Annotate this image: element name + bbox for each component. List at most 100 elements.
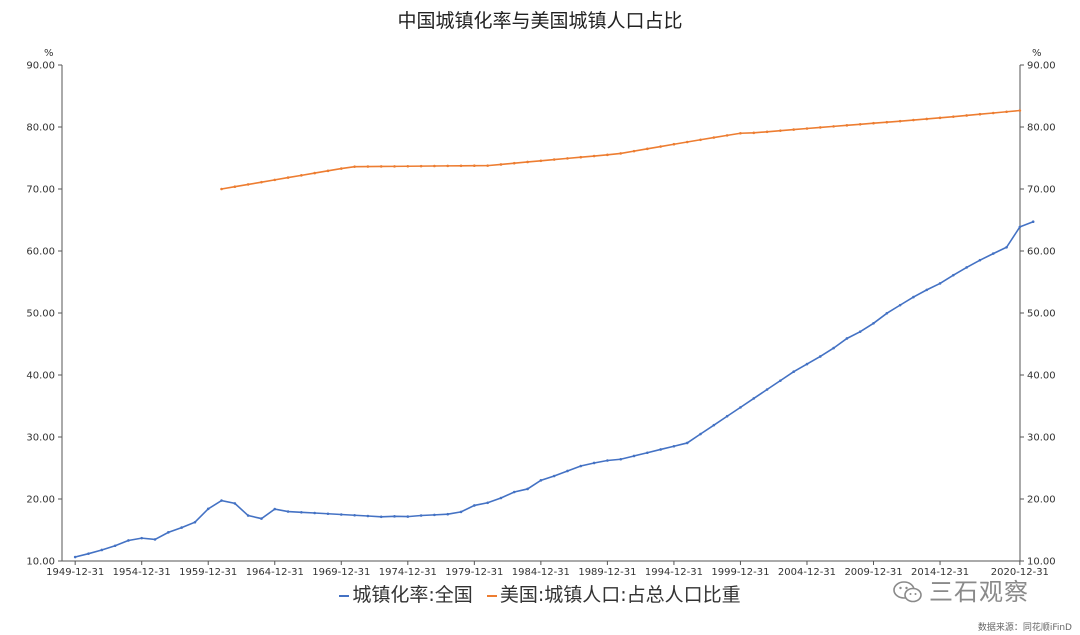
data-point-usa xyxy=(446,164,450,168)
data-point-usa xyxy=(712,136,716,139)
data-point-usa xyxy=(433,164,436,168)
data-point-china xyxy=(566,469,569,473)
data-point-china xyxy=(1018,225,1022,229)
x-tick-label: 1999-12-31 xyxy=(711,567,769,578)
data-point-usa xyxy=(512,161,516,165)
legend-item-china[interactable]: 城镇化率:全国 xyxy=(339,580,473,607)
data-point-usa xyxy=(233,185,237,189)
data-point-china xyxy=(952,273,955,277)
data-point-usa xyxy=(592,154,596,158)
legend: 城镇化率:全国 美国:城镇人口:占总人口比重 xyxy=(0,580,1080,607)
data-point-china xyxy=(406,515,410,518)
data-point-china xyxy=(473,504,476,507)
x-tick-label: 1989-12-31 xyxy=(578,567,636,578)
data-point-usa xyxy=(606,153,609,157)
watermark: 三石观察 xyxy=(893,572,1029,607)
data-point-china xyxy=(885,312,889,315)
data-point-china xyxy=(659,448,662,451)
y-tick-label-right: 90.00 xyxy=(1027,61,1056,72)
data-point-usa xyxy=(353,165,356,168)
data-point-china xyxy=(113,544,117,548)
data-point-usa xyxy=(326,169,330,173)
data-point-usa xyxy=(845,124,849,127)
x-tick-label: 2009-12-31 xyxy=(844,567,902,578)
data-point-china xyxy=(739,406,742,409)
data-point-china xyxy=(792,370,795,374)
data-point-usa xyxy=(379,165,383,168)
data-point-usa xyxy=(685,140,689,144)
data-point-china xyxy=(991,252,995,255)
x-tick-label: 2014-12-31 xyxy=(911,567,969,578)
y-tick-label-right: 80.00 xyxy=(1027,123,1056,134)
data-point-china xyxy=(579,464,583,468)
data-point-usa xyxy=(725,134,729,137)
data-point-china xyxy=(326,512,330,516)
data-point-china xyxy=(646,451,649,455)
legend-item-usa[interactable]: 美国:城镇人口:占总人口比重 xyxy=(486,580,741,607)
data-point-china xyxy=(353,513,356,517)
y-tick-label-left: 10.00 xyxy=(26,557,55,568)
data-source: 数据来源：同花顺iFinD xyxy=(977,623,1072,633)
watermark-text: 三石观察 xyxy=(929,578,1029,606)
data-point-usa xyxy=(539,159,543,163)
data-point-usa xyxy=(419,164,423,168)
data-point-usa xyxy=(286,176,290,179)
data-point-china xyxy=(286,510,290,513)
data-point-china xyxy=(925,288,929,292)
data-point-usa xyxy=(805,127,809,130)
y-tick-label-right: 50.00 xyxy=(1027,309,1056,320)
x-tick-label: 1994-12-31 xyxy=(645,567,703,578)
data-point-china xyxy=(965,266,968,269)
x-tick-label: 1954-12-31 xyxy=(113,567,171,578)
data-point-china xyxy=(872,321,875,325)
y-unit-left: % xyxy=(44,48,54,59)
data-point-usa xyxy=(779,129,782,132)
data-point-china xyxy=(433,513,436,517)
data-point-china xyxy=(779,379,782,382)
data-point-usa xyxy=(632,149,636,153)
data-point-china xyxy=(672,444,676,448)
y-tick-label-right: 30.00 xyxy=(1027,433,1056,444)
data-point-usa xyxy=(739,131,742,135)
y-tick-label-left: 50.00 xyxy=(26,309,55,320)
x-tick-label: 1974-12-31 xyxy=(379,567,437,578)
data-point-usa xyxy=(659,145,662,148)
data-point-china xyxy=(140,536,144,540)
data-point-china xyxy=(313,511,316,515)
data-point-usa xyxy=(1005,110,1008,114)
data-point-usa xyxy=(339,167,343,170)
data-point-china xyxy=(619,457,623,461)
data-point-china xyxy=(898,303,902,307)
data-point-china xyxy=(246,514,250,517)
data-point-china xyxy=(512,490,516,494)
series-layer xyxy=(73,109,1035,559)
wechat-icon xyxy=(893,581,922,603)
data-point-china xyxy=(486,501,489,505)
x-tick-label: 1964-12-31 xyxy=(246,567,304,578)
x-tick-label: 1949-12-31 xyxy=(46,567,104,578)
x-tick-label: 1984-12-31 xyxy=(512,567,570,578)
data-point-usa xyxy=(898,119,902,123)
data-point-usa xyxy=(366,165,370,168)
data-point-usa xyxy=(912,118,915,122)
legend-swatch-usa xyxy=(486,594,497,597)
y-tick-label-right: 20.00 xyxy=(1027,495,1056,506)
data-point-china xyxy=(459,510,463,514)
data-point-china xyxy=(752,397,756,400)
data-point-china xyxy=(73,555,77,559)
data-point-usa xyxy=(765,130,769,134)
x-tick-label: 2004-12-31 xyxy=(778,567,836,578)
data-point-usa xyxy=(552,158,556,161)
y-tick-label-left: 40.00 xyxy=(26,371,55,382)
data-point-usa xyxy=(872,121,875,125)
data-point-china xyxy=(725,414,729,418)
data-point-china xyxy=(526,487,529,491)
x-tick-label: 2020-12-31 xyxy=(991,567,1049,578)
data-point-usa xyxy=(925,117,929,121)
data-point-china xyxy=(712,423,716,427)
data-point-china xyxy=(912,295,915,299)
legend-label-china: 城镇化率:全国 xyxy=(352,584,473,606)
data-point-china xyxy=(233,502,237,505)
data-point-usa xyxy=(646,147,649,151)
data-point-china xyxy=(127,539,130,542)
